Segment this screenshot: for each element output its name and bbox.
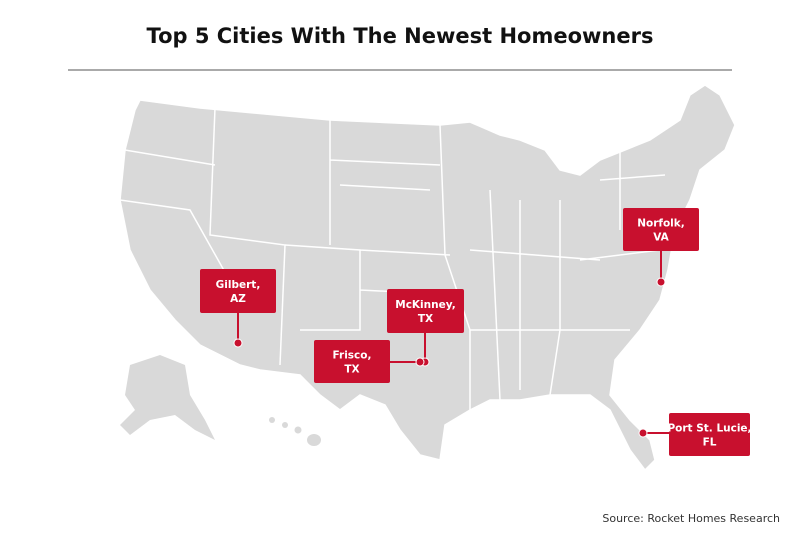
contiguous-us: [119, 84, 736, 472]
source: Source: Rocket Homes Research: [602, 512, 780, 525]
us-map: [119, 84, 736, 472]
city-label: Frisco,: [333, 350, 372, 362]
city-label: AZ: [230, 293, 246, 305]
label-box: [387, 289, 464, 333]
city-dot: [638, 428, 648, 438]
city-label: TX: [418, 313, 433, 325]
hawaii: [269, 417, 321, 446]
alaska: [120, 355, 215, 440]
city-label: TX: [344, 364, 359, 376]
label-box: [200, 269, 276, 313]
city-label: Port St. Lucie,: [667, 423, 751, 435]
title: Top 5 Cities With The Newest Homeowners: [147, 24, 654, 48]
city-label: McKinney,: [395, 299, 456, 311]
city-dot: [656, 277, 666, 287]
city-dot: [233, 338, 243, 348]
label-box: [623, 208, 699, 251]
city-dot: [415, 357, 425, 367]
label-box: [669, 413, 750, 456]
label-box: [314, 340, 390, 383]
city-markers: Gilbert, AZ McKinney, TX Frisco, TX Norfolk, VA…: [200, 208, 752, 456]
city-label: VA: [653, 232, 669, 244]
city-label: Gilbert,: [216, 279, 261, 291]
city-label: FL: [703, 437, 717, 449]
city-label: Norfolk,: [637, 218, 685, 230]
